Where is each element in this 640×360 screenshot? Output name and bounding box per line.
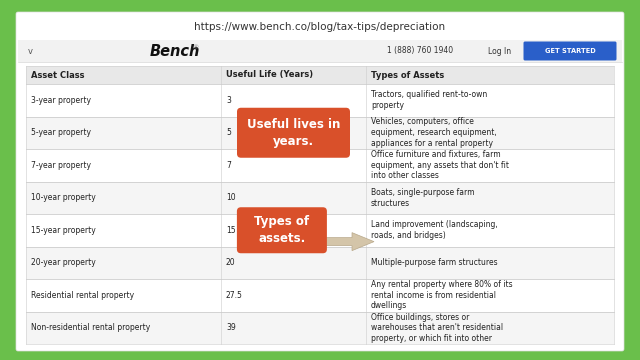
Text: 5: 5 — [226, 128, 231, 137]
Bar — [26, 181, 614, 214]
FancyBboxPatch shape — [16, 12, 624, 351]
Text: 3: 3 — [226, 96, 231, 105]
Text: https://www.bench.co/blog/tax-tips/depreciation: https://www.bench.co/blog/tax-tips/depre… — [195, 22, 445, 32]
Text: v: v — [28, 46, 33, 55]
Text: Residential rental property: Residential rental property — [31, 291, 134, 300]
Text: 27.5: 27.5 — [226, 291, 243, 300]
Text: 7: 7 — [226, 161, 231, 170]
FancyBboxPatch shape — [524, 41, 616, 60]
Text: 1 (888) 760 1940: 1 (888) 760 1940 — [387, 46, 453, 55]
Text: Vehicles, computers, office
equipment, research equipment,
appliances for a rent: Vehicles, computers, office equipment, r… — [371, 117, 497, 148]
Text: Bench: Bench — [150, 44, 200, 58]
Bar — [26, 214, 614, 247]
FancyBboxPatch shape — [237, 207, 327, 253]
Text: Any rental property where 80% of its
rental income is from residential
dwellings: Any rental property where 80% of its ren… — [371, 280, 513, 310]
Text: ®: ® — [192, 45, 198, 50]
Text: Multiple-purpose farm structures: Multiple-purpose farm structures — [371, 258, 498, 267]
Text: Useful lives in
years.: Useful lives in years. — [247, 118, 340, 148]
Text: Boats, single-purpose farm
structures: Boats, single-purpose farm structures — [371, 188, 474, 208]
Text: Office furniture and fixtures, farm
equipment, any assets that don't fit
into ot: Office furniture and fixtures, farm equi… — [371, 150, 509, 180]
Bar — [26, 117, 614, 149]
Polygon shape — [325, 233, 374, 251]
Text: Useful Life (Years): Useful Life (Years) — [226, 71, 313, 80]
Text: Log In: Log In — [488, 46, 511, 55]
Text: Types of Assets: Types of Assets — [371, 71, 444, 80]
Text: Types of
assets.: Types of assets. — [254, 215, 310, 245]
Bar — [26, 149, 614, 181]
Text: Land improvement (landscaping,
roads, and bridges): Land improvement (landscaping, roads, an… — [371, 220, 498, 240]
Text: Asset Class: Asset Class — [31, 71, 84, 80]
Text: 3-year property: 3-year property — [31, 96, 91, 105]
Text: 20: 20 — [226, 258, 236, 267]
Bar — [26, 279, 614, 311]
Text: 15: 15 — [226, 226, 236, 235]
Text: 10-year property: 10-year property — [31, 193, 96, 202]
Bar — [26, 311, 614, 344]
Text: 5-year property: 5-year property — [31, 128, 91, 137]
FancyBboxPatch shape — [237, 108, 350, 158]
Text: Non-residential rental property: Non-residential rental property — [31, 323, 150, 332]
Text: 10: 10 — [226, 193, 236, 202]
Bar — [26, 66, 614, 84]
Text: Tractors, qualified rent-to-own
property: Tractors, qualified rent-to-own property — [371, 90, 487, 110]
Text: 39: 39 — [226, 323, 236, 332]
Bar — [18, 40, 622, 62]
Text: 15-year property: 15-year property — [31, 226, 96, 235]
Text: 20-year property: 20-year property — [31, 258, 96, 267]
Text: 7-year property: 7-year property — [31, 161, 91, 170]
Bar — [26, 247, 614, 279]
Text: Office buildings, stores or
warehouses that aren't residential
property, or whic: Office buildings, stores or warehouses t… — [371, 312, 503, 343]
Text: GET STARTED: GET STARTED — [545, 48, 595, 54]
Bar — [26, 84, 614, 117]
